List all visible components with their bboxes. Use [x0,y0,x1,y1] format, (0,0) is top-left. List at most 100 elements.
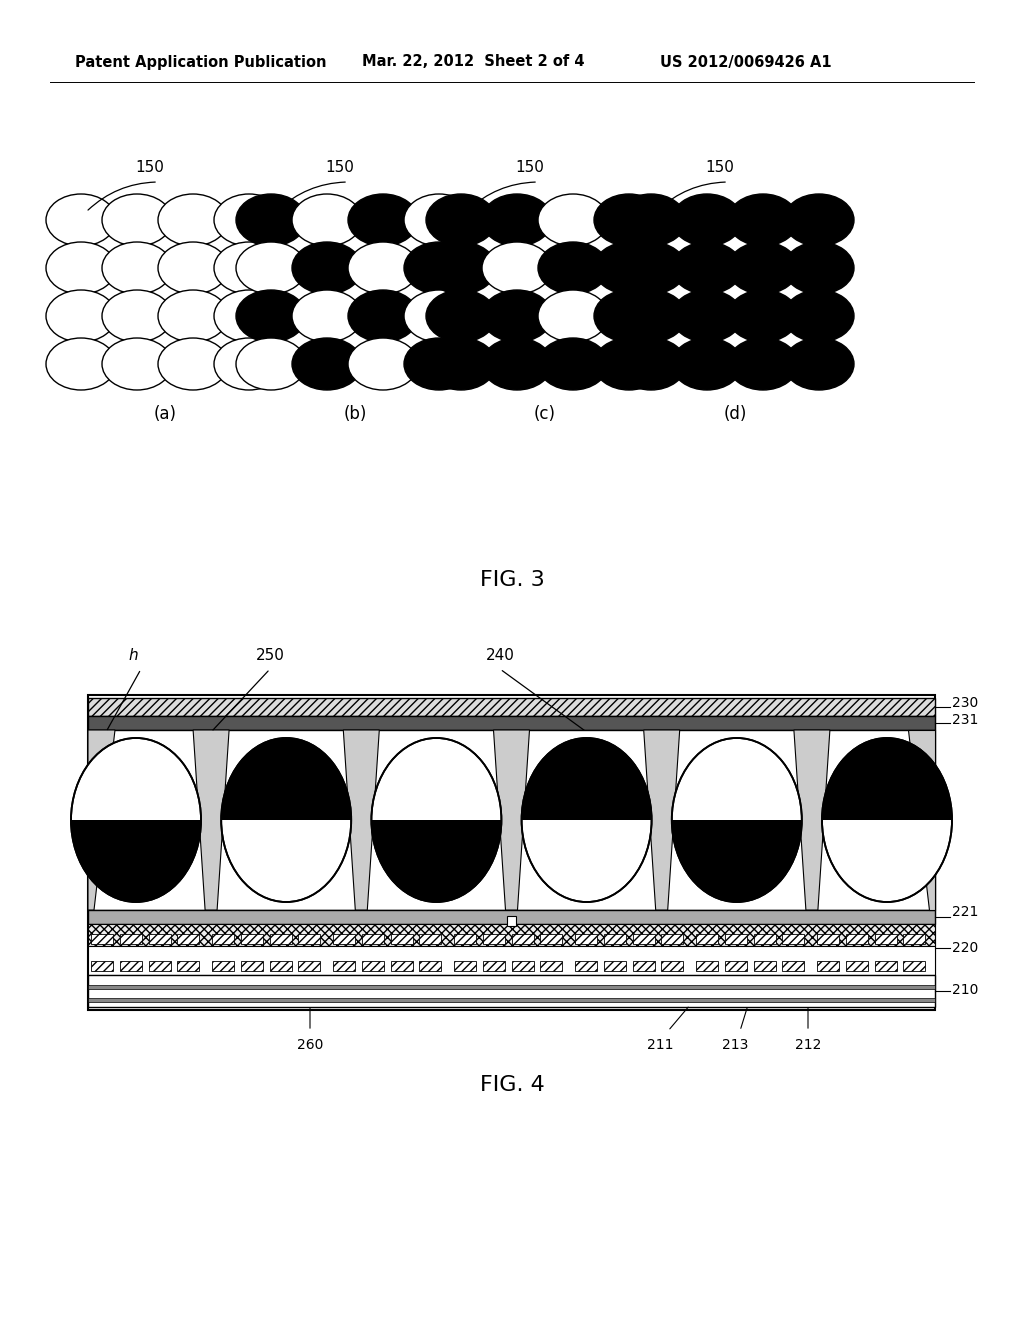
Bar [696,961,718,972]
Text: 230: 230 [952,696,978,710]
Ellipse shape [728,290,798,342]
Text: (b): (b) [343,405,367,422]
Text: 250: 250 [256,648,285,663]
Bar [212,961,234,972]
Bar [91,935,113,944]
Ellipse shape [348,338,418,389]
Polygon shape [372,820,502,902]
Bar [782,961,805,972]
Text: 150: 150 [135,161,165,176]
Ellipse shape [482,194,552,246]
Ellipse shape [728,338,798,389]
Text: 150: 150 [515,161,545,176]
Ellipse shape [594,290,664,342]
Ellipse shape [404,338,474,389]
Ellipse shape [348,290,418,342]
Ellipse shape [404,242,474,294]
Bar [482,935,505,944]
Bar [88,998,935,1002]
Text: FIG. 4: FIG. 4 [479,1074,545,1096]
Ellipse shape [236,290,306,342]
Bar [212,935,234,944]
Bar [269,935,292,944]
Bar [874,935,897,944]
Polygon shape [194,730,229,909]
Ellipse shape [426,338,496,389]
Bar [88,975,935,1007]
Bar [333,961,355,972]
Bar [420,935,441,944]
Ellipse shape [594,338,664,389]
Bar [88,698,935,715]
Ellipse shape [102,290,172,342]
Ellipse shape [102,194,172,246]
Ellipse shape [46,338,116,389]
Bar [696,935,718,944]
Ellipse shape [784,290,854,342]
Bar [454,935,476,944]
Ellipse shape [616,194,686,246]
Text: h: h [128,648,138,663]
Ellipse shape [236,338,306,389]
Text: 150: 150 [706,161,734,176]
Bar [482,961,505,972]
Bar [390,961,413,972]
Bar [782,935,805,944]
Bar [88,730,935,909]
Text: (a): (a) [154,405,176,422]
Text: FIG. 3: FIG. 3 [479,570,545,590]
Ellipse shape [672,242,742,294]
Text: US 2012/0069426 A1: US 2012/0069426 A1 [660,54,831,70]
Polygon shape [343,730,379,909]
Ellipse shape [672,738,802,902]
Bar [575,935,597,944]
Bar [420,961,441,972]
Polygon shape [822,738,952,820]
Bar [725,935,746,944]
Polygon shape [644,730,680,909]
Ellipse shape [672,290,742,342]
Ellipse shape [158,338,228,389]
Polygon shape [494,730,529,909]
Ellipse shape [538,194,608,246]
Text: 212: 212 [795,1038,821,1052]
Ellipse shape [426,290,496,342]
Ellipse shape [46,290,116,342]
Bar [604,961,626,972]
Bar [725,961,746,972]
Bar [903,935,926,944]
Ellipse shape [236,242,306,294]
Text: (d): (d) [723,405,746,422]
Bar [88,946,935,975]
Ellipse shape [672,338,742,389]
Polygon shape [521,738,651,820]
Ellipse shape [672,194,742,246]
Ellipse shape [292,338,362,389]
Ellipse shape [404,194,474,246]
Bar [662,935,683,944]
Ellipse shape [784,194,854,246]
Bar [361,961,384,972]
Bar [541,961,562,972]
Ellipse shape [728,242,798,294]
Ellipse shape [482,290,552,342]
Text: 240: 240 [485,648,514,663]
Bar [512,935,534,944]
Bar [846,935,867,944]
Bar [817,935,839,944]
Bar [177,935,200,944]
Bar [177,961,200,972]
Bar [88,715,935,730]
Ellipse shape [822,738,952,902]
Ellipse shape [214,290,284,342]
Bar [817,961,839,972]
Text: 210: 210 [952,983,978,997]
Ellipse shape [404,290,474,342]
Polygon shape [221,738,351,820]
Bar [333,935,355,944]
Text: 231: 231 [952,713,978,727]
Ellipse shape [594,194,664,246]
Ellipse shape [482,338,552,389]
Ellipse shape [221,738,351,902]
Bar [633,935,654,944]
